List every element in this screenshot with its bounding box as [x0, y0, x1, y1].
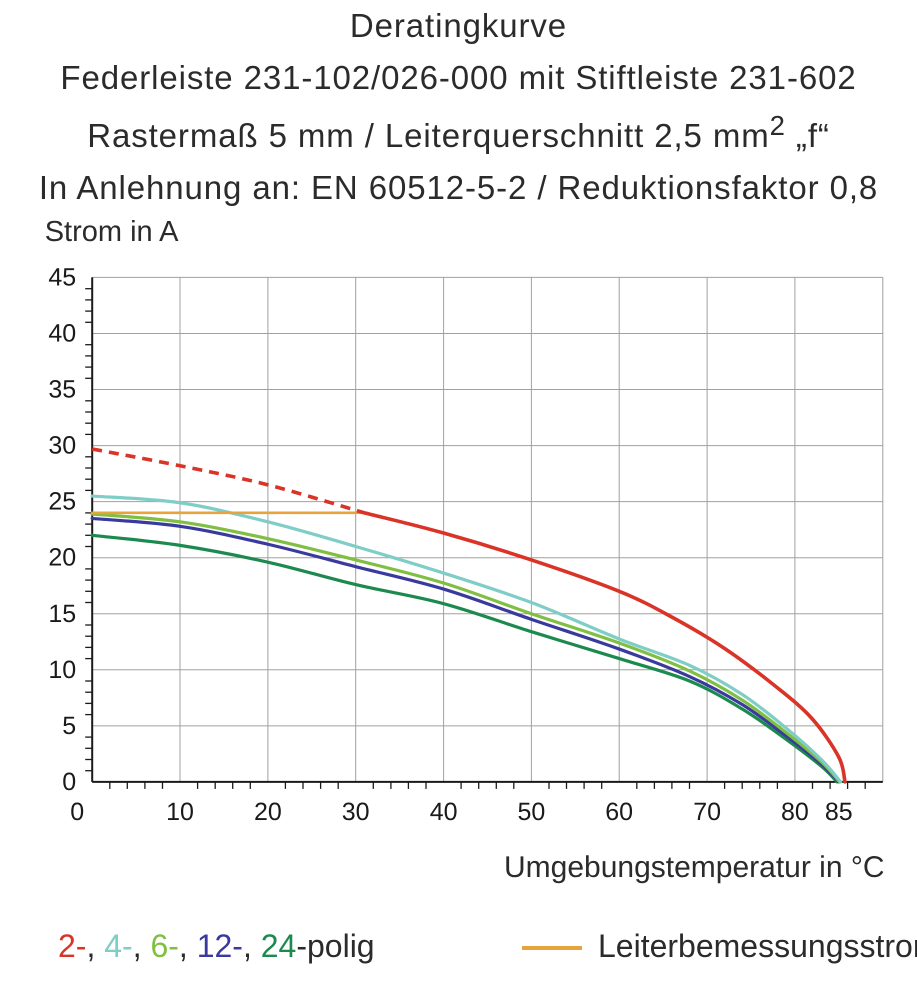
svg-text:60: 60 — [605, 798, 633, 826]
svg-text:30: 30 — [342, 798, 370, 826]
svg-text:40: 40 — [48, 320, 76, 348]
svg-text:10: 10 — [166, 798, 194, 826]
svg-text:Strom in A: Strom in A — [45, 216, 179, 248]
svg-text:80: 80 — [781, 798, 809, 826]
svg-text:40: 40 — [430, 798, 458, 826]
svg-text:5: 5 — [62, 712, 76, 740]
svg-text:20: 20 — [254, 798, 282, 826]
svg-text:10: 10 — [48, 656, 76, 684]
svg-text:0: 0 — [62, 768, 76, 796]
svg-text:25: 25 — [48, 488, 76, 516]
svg-text:50: 50 — [517, 798, 545, 826]
svg-text:15: 15 — [48, 600, 76, 628]
svg-text:70: 70 — [693, 798, 721, 826]
svg-text:Umgebungstemperatur in °C: Umgebungstemperatur in °C — [504, 851, 885, 884]
svg-text:45: 45 — [48, 263, 76, 291]
svg-text:20: 20 — [48, 544, 76, 572]
svg-text:85: 85 — [825, 798, 853, 826]
svg-text:30: 30 — [48, 432, 76, 460]
svg-text:35: 35 — [48, 376, 76, 404]
svg-text:0: 0 — [70, 798, 84, 826]
